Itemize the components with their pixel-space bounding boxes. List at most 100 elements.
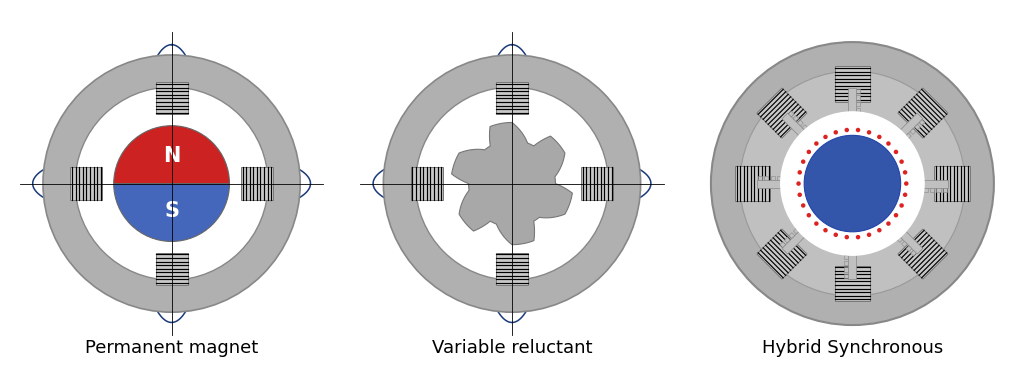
Circle shape xyxy=(894,213,898,217)
Circle shape xyxy=(903,170,907,175)
Bar xyxy=(898,229,948,279)
Bar xyxy=(757,179,782,188)
Bar xyxy=(416,172,438,195)
Bar xyxy=(856,95,860,100)
Bar xyxy=(924,188,928,192)
Bar xyxy=(936,188,940,192)
Circle shape xyxy=(814,221,818,226)
Circle shape xyxy=(856,235,860,239)
Circle shape xyxy=(797,181,801,186)
Bar xyxy=(771,176,775,179)
Bar xyxy=(246,172,268,195)
Bar xyxy=(788,233,795,239)
Bar xyxy=(923,179,948,188)
Text: N: N xyxy=(163,146,180,166)
Circle shape xyxy=(834,130,838,135)
Bar xyxy=(156,253,187,285)
Bar xyxy=(802,125,808,130)
Circle shape xyxy=(886,141,891,146)
Circle shape xyxy=(894,150,898,154)
Circle shape xyxy=(416,87,608,280)
Bar xyxy=(156,82,187,114)
Bar xyxy=(411,168,442,200)
Text: Variable reluctant: Variable reluctant xyxy=(432,339,592,356)
Circle shape xyxy=(798,193,802,197)
Wedge shape xyxy=(114,126,229,184)
Text: Permanent magnet: Permanent magnet xyxy=(85,339,258,356)
Bar xyxy=(845,261,849,265)
Circle shape xyxy=(801,160,806,164)
Bar xyxy=(798,120,803,126)
Circle shape xyxy=(740,71,965,296)
Wedge shape xyxy=(114,184,229,241)
Bar xyxy=(845,268,849,272)
Bar xyxy=(845,255,849,259)
Bar xyxy=(780,242,785,248)
Bar xyxy=(897,237,903,242)
Bar xyxy=(849,253,856,279)
Bar xyxy=(930,188,934,192)
Polygon shape xyxy=(452,122,572,245)
Bar xyxy=(582,168,613,200)
Bar xyxy=(496,82,528,114)
Bar xyxy=(856,102,860,106)
Circle shape xyxy=(807,213,811,217)
Bar xyxy=(835,66,870,101)
Circle shape xyxy=(878,135,882,139)
Circle shape xyxy=(856,128,860,132)
Text: S: S xyxy=(164,201,179,222)
Bar xyxy=(71,168,102,200)
Bar xyxy=(586,172,608,195)
Circle shape xyxy=(75,87,268,280)
Bar xyxy=(758,176,762,179)
Bar xyxy=(943,188,947,192)
Circle shape xyxy=(807,150,811,154)
Circle shape xyxy=(878,228,882,233)
Bar xyxy=(898,88,948,138)
Bar xyxy=(914,124,921,130)
Bar xyxy=(901,241,907,247)
Bar xyxy=(935,166,970,201)
Circle shape xyxy=(798,170,802,175)
Circle shape xyxy=(780,111,925,256)
Bar xyxy=(241,168,272,200)
Circle shape xyxy=(814,141,818,146)
Circle shape xyxy=(899,203,904,208)
Bar xyxy=(856,108,860,112)
Bar xyxy=(910,129,915,135)
Circle shape xyxy=(823,228,827,233)
Bar xyxy=(906,246,911,252)
Bar xyxy=(849,88,856,114)
Circle shape xyxy=(801,203,806,208)
Circle shape xyxy=(904,181,908,186)
Bar xyxy=(782,230,806,254)
Bar xyxy=(777,176,781,179)
Circle shape xyxy=(899,160,904,164)
Bar xyxy=(75,172,97,195)
Circle shape xyxy=(845,235,849,239)
Bar xyxy=(788,111,795,117)
Bar xyxy=(794,228,800,234)
Circle shape xyxy=(383,55,641,312)
Circle shape xyxy=(886,221,891,226)
Bar xyxy=(757,229,807,279)
Bar xyxy=(920,120,925,125)
Circle shape xyxy=(866,130,871,135)
Circle shape xyxy=(866,233,871,237)
Bar xyxy=(782,113,806,137)
Bar xyxy=(910,250,916,256)
Bar xyxy=(757,88,807,138)
Bar xyxy=(496,253,528,285)
Bar xyxy=(764,176,768,179)
Bar xyxy=(793,116,799,121)
Bar xyxy=(835,266,870,301)
Circle shape xyxy=(823,135,827,139)
Bar xyxy=(899,113,923,137)
Circle shape xyxy=(903,193,907,197)
Bar xyxy=(161,87,183,109)
Bar xyxy=(845,274,849,278)
Text: Hybrid Synchronous: Hybrid Synchronous xyxy=(762,339,943,356)
Bar xyxy=(735,166,770,201)
Bar xyxy=(161,258,183,280)
Bar xyxy=(899,230,923,254)
